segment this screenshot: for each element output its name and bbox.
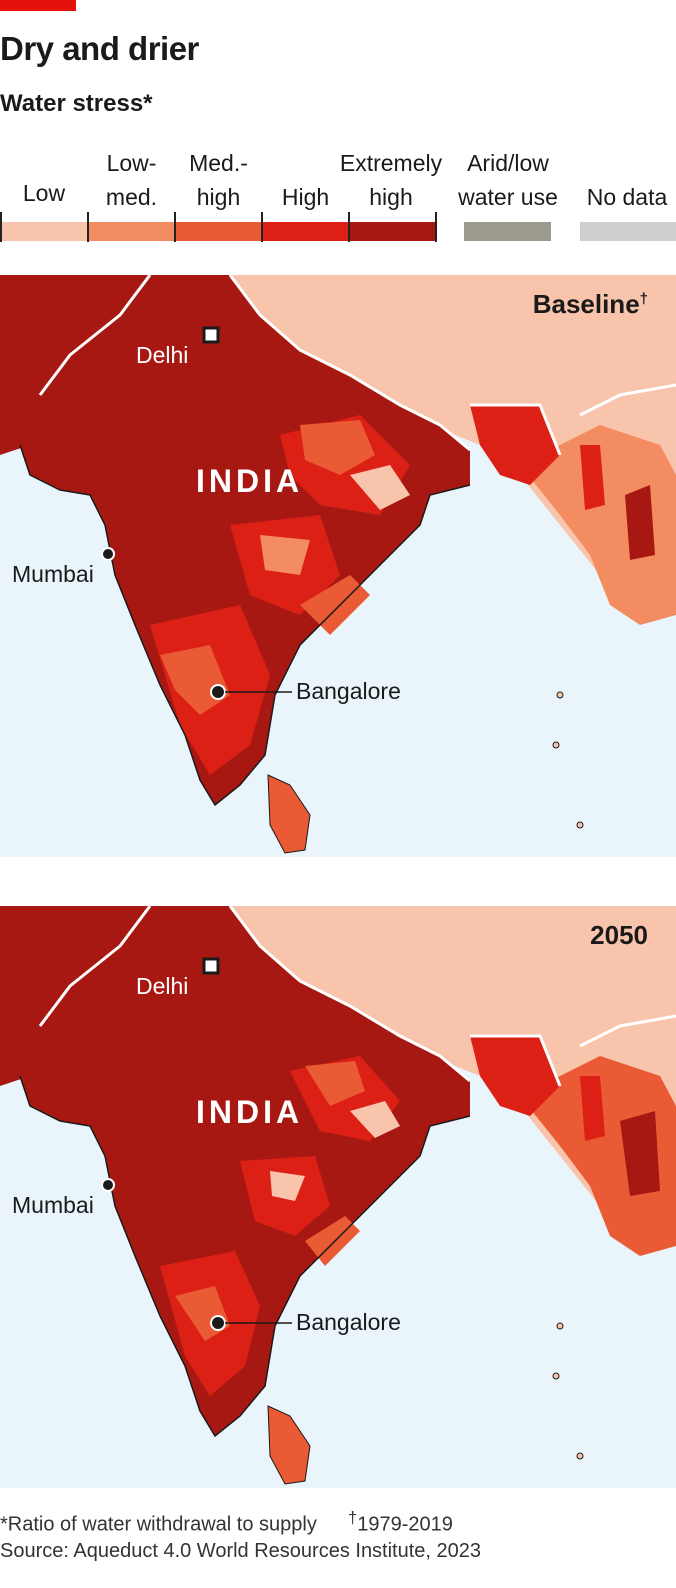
source-note: Source: Aqueduct 4.0 World Resources Ins… [0, 1540, 482, 1562]
region-india-med-3 [300, 575, 370, 635]
region-ne-high [580, 1076, 605, 1141]
chart-title: Dry and drier [0, 30, 199, 67]
legend-label-arid: Arid/low water use [458, 150, 558, 210]
border-coast [19, 1075, 471, 1438]
city-label-mumbai: Mumbai [12, 561, 94, 587]
delhi-marker [202, 957, 220, 975]
region-east [520, 425, 676, 625]
region-india-low-1 [350, 465, 410, 510]
city-label-bangalore: Bangalore [296, 1309, 401, 1335]
legend-label-extremely-high: Extremely high [339, 150, 443, 210]
footnote-period: 1979-2019 [357, 1513, 453, 1536]
map-label-baseline: Baseline† [532, 289, 648, 319]
delhi-marker [202, 326, 220, 344]
region-india-low-1 [350, 1101, 400, 1138]
region-sri-lanka [267, 774, 311, 854]
legend-swatch-low [0, 222, 88, 241]
legend-label-med-high: Med.- high [189, 150, 248, 210]
region-india-lowmed-1 [260, 535, 310, 575]
border-north [38, 275, 676, 456]
map-panel-2050: 2050 Delhi INDIA Mumbai Bangalore [0, 906, 676, 1488]
footnote-text: *Ratio of water withdrawal to supply [0, 1513, 317, 1536]
legend-tick [261, 212, 263, 242]
legend-swatch-arid [464, 222, 551, 241]
region-bangladesh [470, 405, 560, 485]
mumbai-marker [101, 1178, 115, 1192]
region-east [520, 1056, 676, 1256]
map-panel-baseline: Baseline† Delhi INDIA Mumbai Bangalore [0, 275, 676, 857]
city-label-bangalore: Bangalore [296, 678, 401, 704]
region-north-low [230, 906, 676, 1236]
legend-swatch-high [262, 222, 349, 241]
region-sri-lanka [267, 1405, 311, 1485]
region-ne-high-2 [620, 1111, 660, 1196]
legend-label-low: Low [22, 180, 66, 206]
brand-accent-bar [0, 0, 76, 11]
region-ne-high-2 [625, 485, 655, 560]
region-bangladesh [470, 1036, 560, 1116]
country-label-india: INDIA [196, 1094, 304, 1130]
legend-swatch-med-high [175, 222, 262, 241]
legend-tick [87, 212, 89, 242]
legend-swatch-no-data [580, 222, 676, 241]
legend-label-high: High [281, 184, 330, 210]
legend-label-low-med: Low-med. [105, 150, 158, 210]
map-2050-svg [0, 906, 676, 1488]
bangalore-marker [210, 1315, 226, 1331]
border-coast [19, 444, 471, 807]
bangalore-marker [210, 684, 226, 700]
region-north-low [230, 275, 676, 605]
country-label-india: INDIA [196, 463, 304, 499]
footnote: *Ratio of water withdrawal to supply †19… [0, 1508, 453, 1537]
legend-swatch-low-med [88, 222, 175, 241]
legend-tick [348, 212, 350, 242]
legend-tick [174, 212, 176, 242]
city-label-delhi: Delhi [136, 973, 189, 999]
region-ne-high [580, 445, 605, 510]
border-north [38, 906, 676, 1087]
region-india-med-1 [305, 1061, 365, 1106]
legend-swatch-extremely-high [349, 222, 436, 241]
map-baseline-svg [0, 275, 676, 857]
map-label-2050: 2050 [590, 920, 648, 950]
city-label-delhi: Delhi [136, 342, 189, 368]
footnote-mark: † [347, 1508, 358, 1527]
chart-subtitle: Water stress* [0, 90, 153, 117]
region-india-med-3 [305, 1216, 360, 1266]
legend-label-no-data: No data [586, 184, 668, 210]
mumbai-marker [101, 547, 115, 561]
legend-tick [0, 212, 2, 242]
city-label-mumbai: Mumbai [12, 1192, 94, 1218]
legend-tick [435, 212, 437, 242]
region-india-med-1 [300, 420, 375, 475]
region-india-low-2 [270, 1171, 305, 1201]
